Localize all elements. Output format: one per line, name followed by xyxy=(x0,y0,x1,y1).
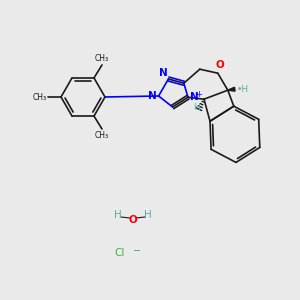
Text: CH₃: CH₃ xyxy=(95,131,109,140)
Text: N: N xyxy=(190,92,199,102)
Text: O: O xyxy=(215,60,224,70)
Text: +: + xyxy=(195,90,202,99)
Text: N: N xyxy=(159,68,167,78)
Text: N: N xyxy=(148,91,157,101)
Text: H: H xyxy=(193,103,200,112)
Text: O: O xyxy=(129,215,137,225)
Text: H: H xyxy=(144,210,152,220)
Text: Cl: Cl xyxy=(115,248,125,258)
Polygon shape xyxy=(228,87,235,91)
Text: CH₃: CH₃ xyxy=(33,92,47,101)
Text: •H: •H xyxy=(237,85,249,94)
Text: H: H xyxy=(114,210,122,220)
Text: CH₃: CH₃ xyxy=(95,54,109,63)
Text: −: − xyxy=(133,246,141,256)
